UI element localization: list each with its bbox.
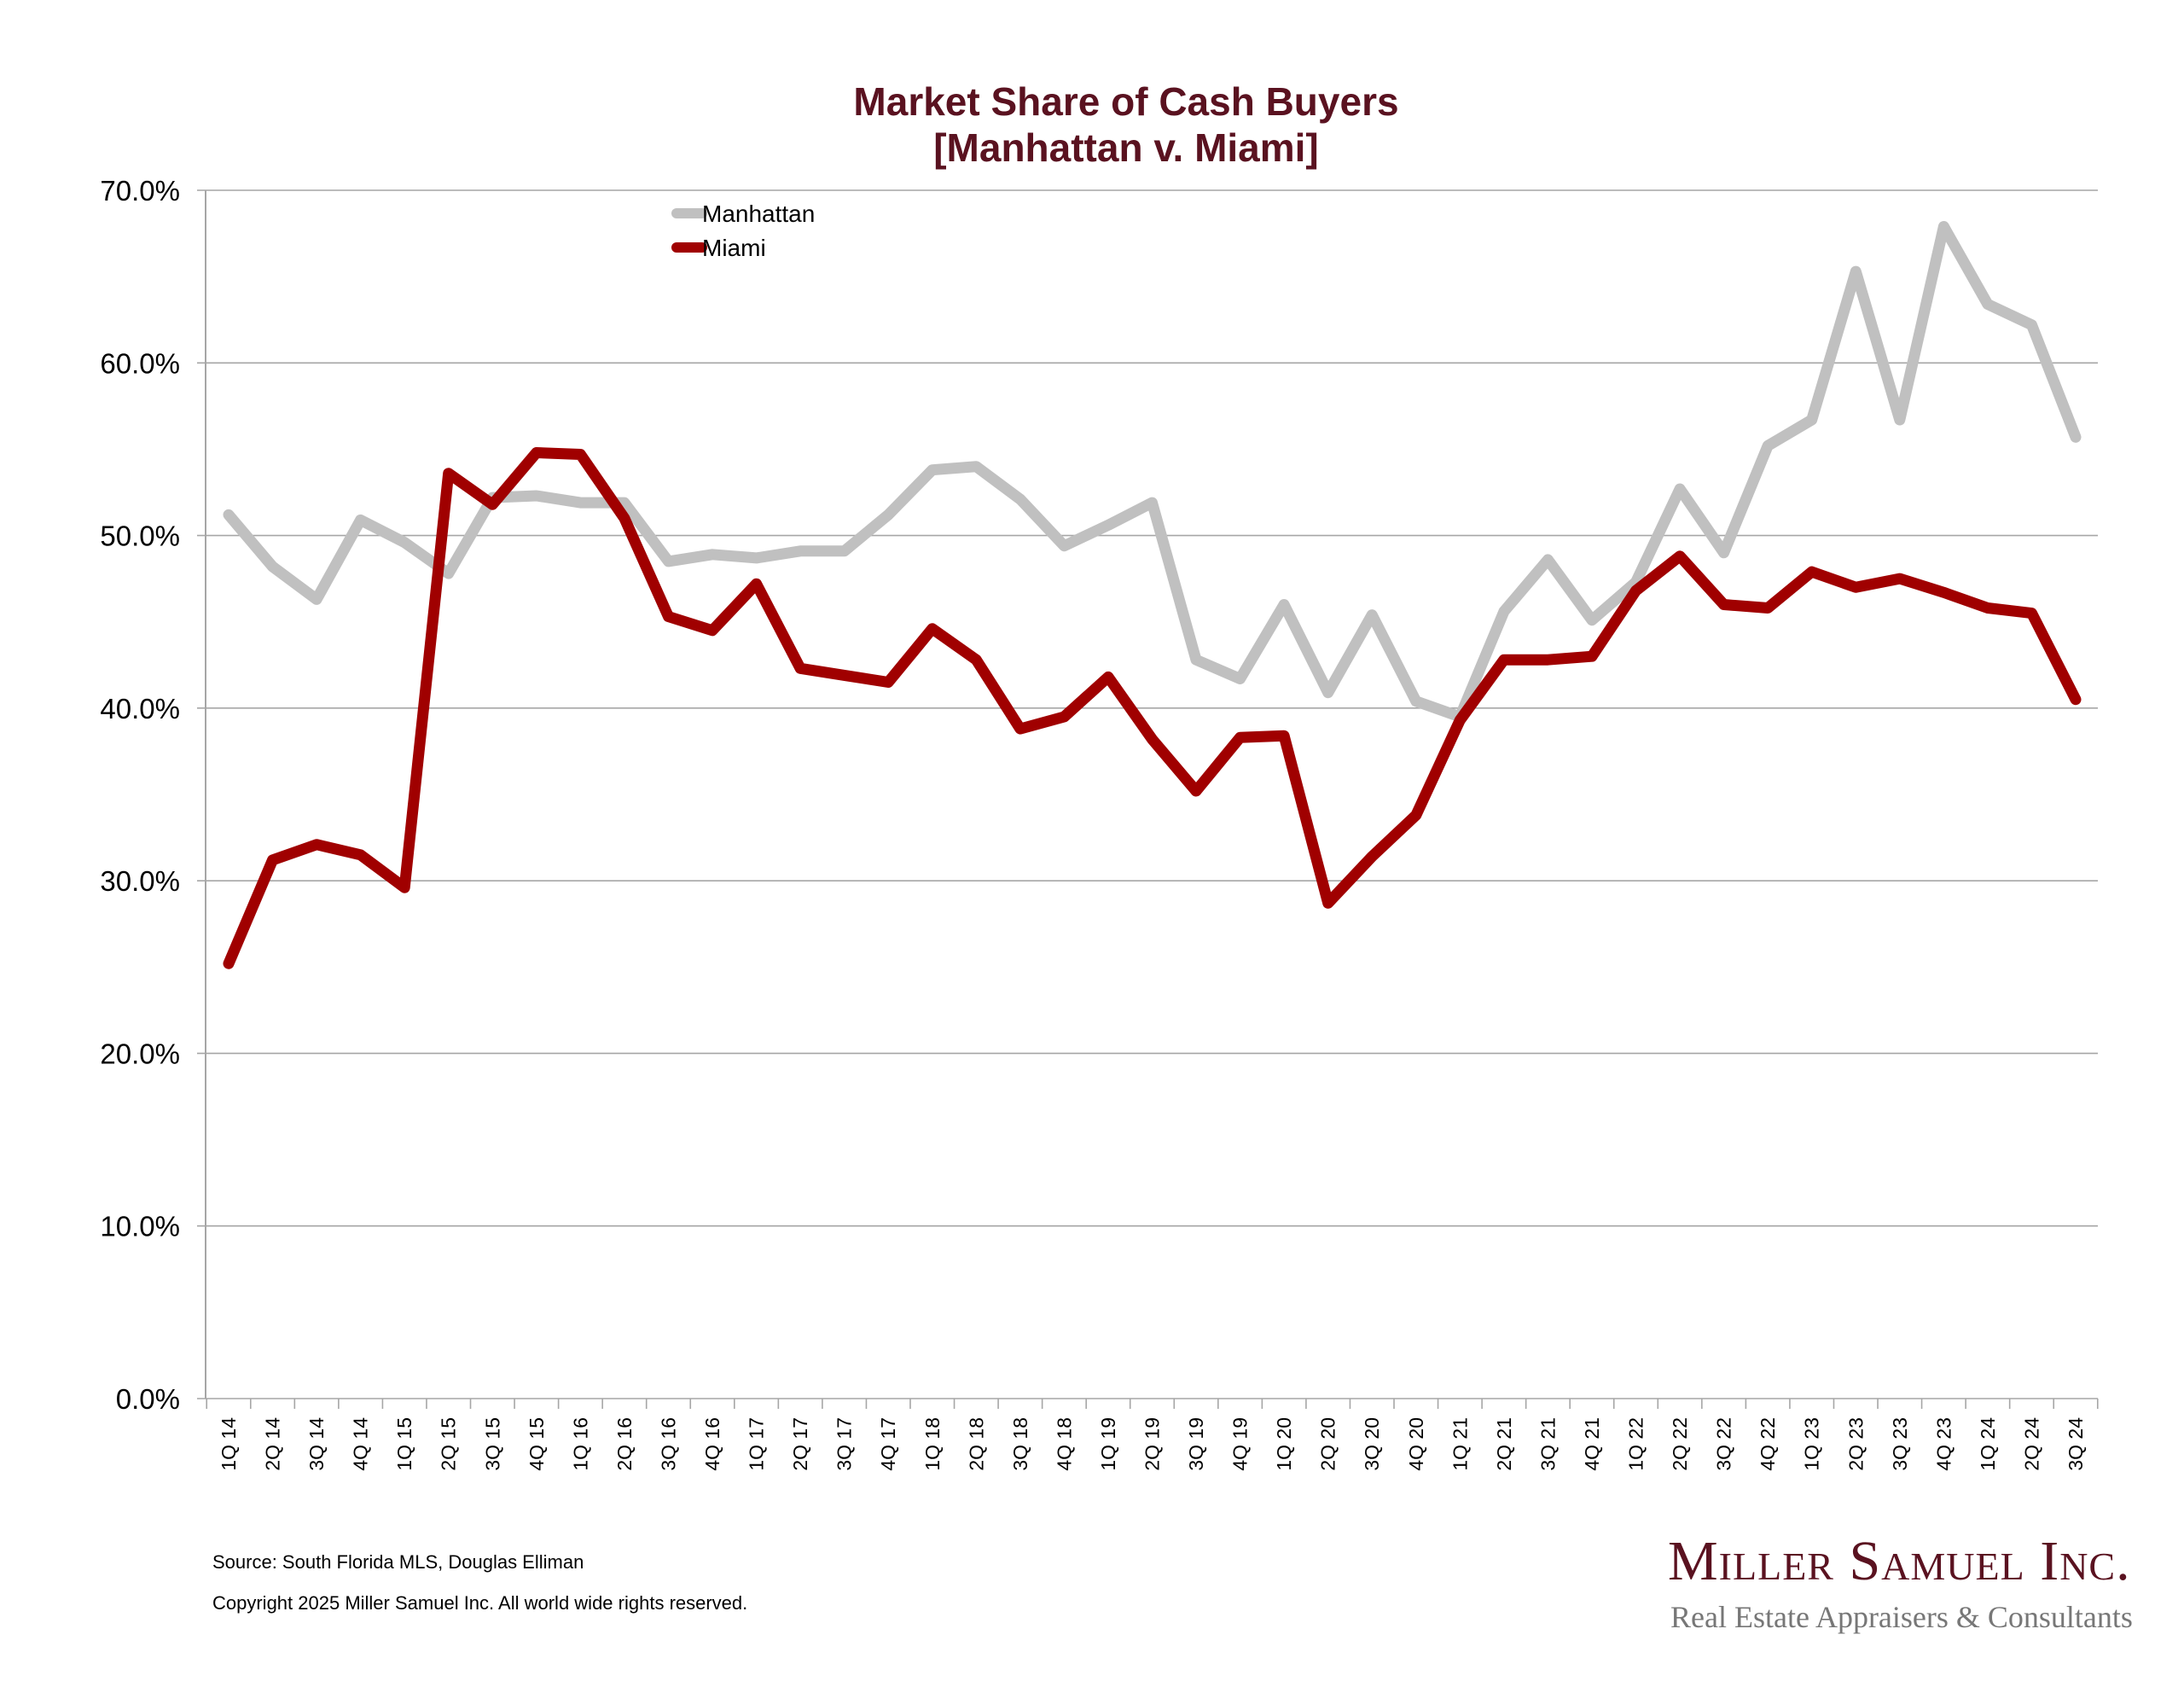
x-tick-label: 3Q 20 bbox=[1361, 1417, 1383, 1471]
x-tick-label: 2Q 17 bbox=[789, 1417, 811, 1471]
x-tick-label: 4Q 20 bbox=[1405, 1417, 1427, 1471]
y-tick-label: 70.0% bbox=[100, 175, 180, 207]
x-tick-label: 4Q 18 bbox=[1053, 1417, 1075, 1471]
x-tick-label: 3Q 15 bbox=[481, 1417, 503, 1471]
y-tick-label: 30.0% bbox=[100, 865, 180, 897]
x-tick-label: 1Q 22 bbox=[1625, 1417, 1647, 1471]
x-tick-label: 4Q 16 bbox=[701, 1417, 723, 1471]
x-tick-label: 4Q 23 bbox=[1932, 1417, 1955, 1471]
x-tick-label: 1Q 14 bbox=[218, 1417, 240, 1471]
x-tick-label: 4Q 14 bbox=[350, 1417, 372, 1471]
x-tick-label: 1Q 24 bbox=[1977, 1417, 1999, 1471]
series-line-manhattan bbox=[223, 221, 2082, 723]
x-tick-label: 2Q 14 bbox=[262, 1417, 284, 1471]
x-tick-label: 2Q 20 bbox=[1317, 1417, 1339, 1471]
x-tick-label: 4Q 19 bbox=[1229, 1417, 1252, 1471]
company-tagline: Real Estate Appraisers & Consultants bbox=[1670, 1600, 2133, 1634]
x-tick-label: 2Q 19 bbox=[1141, 1417, 1164, 1471]
x-tick-label: 1Q 21 bbox=[1449, 1417, 1471, 1471]
company-logo: Miller Samuel Inc. bbox=[1668, 1530, 2131, 1592]
x-tick-label: 1Q 17 bbox=[746, 1417, 768, 1471]
x-tick-label: 1Q 19 bbox=[1097, 1417, 1119, 1471]
source-note: Source: South Florida MLS, Douglas Ellim… bbox=[212, 1551, 584, 1573]
x-tick-label: 2Q 18 bbox=[965, 1417, 987, 1471]
y-tick-label: 40.0% bbox=[100, 693, 180, 724]
x-tick-label: 2Q 21 bbox=[1493, 1417, 1515, 1471]
x-tick-label: 2Q 22 bbox=[1669, 1417, 1691, 1471]
chart-subtitle: [Manhattan v. Miami] bbox=[933, 125, 1319, 170]
x-tick-label: 1Q 16 bbox=[569, 1417, 591, 1471]
chart-title-block: Market Share of Cash Buyers [Manhattan v… bbox=[0, 79, 2184, 171]
x-tick-label: 3Q 18 bbox=[1009, 1417, 1031, 1471]
x-tick-label: 1Q 15 bbox=[393, 1417, 415, 1471]
y-tick-label: 60.0% bbox=[100, 347, 180, 379]
x-tick-label: 3Q 14 bbox=[305, 1417, 328, 1471]
legend-label-manhattan: Manhattan bbox=[702, 201, 815, 227]
x-tick-label: 3Q 23 bbox=[1889, 1417, 1911, 1471]
x-tick-label: 4Q 17 bbox=[877, 1417, 899, 1471]
y-tick-label: 0.0% bbox=[116, 1383, 180, 1415]
y-tick-label: 20.0% bbox=[100, 1038, 180, 1069]
x-tick-label: 2Q 15 bbox=[438, 1417, 460, 1471]
y-axis: 0.0% 10.0% 20.0% 30.0% 40.0% 50.0% 60.0% 70.0% bbox=[100, 175, 206, 1415]
x-tick-label: 3Q 22 bbox=[1713, 1417, 1735, 1471]
x-tick-label: 1Q 23 bbox=[1801, 1417, 1823, 1471]
x-tick-label: 2Q 23 bbox=[1844, 1417, 1867, 1471]
x-tick-label: 4Q 15 bbox=[526, 1417, 548, 1471]
x-tick-label: 4Q 22 bbox=[1757, 1417, 1779, 1471]
x-tick-label: 4Q 21 bbox=[1581, 1417, 1603, 1471]
legend-label-miami: Miami bbox=[702, 235, 766, 261]
y-tick-label: 50.0% bbox=[100, 521, 180, 552]
x-tick-label: 3Q 17 bbox=[834, 1417, 856, 1471]
legend: Manhattan Miami bbox=[671, 201, 815, 261]
series-lines: 1Q 14: 51.2%2Q 14: 48.2%3Q 14: 46.3%4Q 1… bbox=[223, 221, 2082, 969]
x-tick-label: 2Q 24 bbox=[2020, 1417, 2042, 1471]
x-tick-label: 3Q 19 bbox=[1185, 1417, 1207, 1471]
x-tick-label: 2Q 16 bbox=[613, 1417, 636, 1471]
chart-title: Market Share of Cash Buyers bbox=[853, 79, 1399, 124]
copyright-note: Copyright 2025 Miller Samuel Inc. All wo… bbox=[212, 1592, 748, 1614]
x-tick-label: 3Q 16 bbox=[657, 1417, 679, 1471]
x-tick-label: 3Q 21 bbox=[1536, 1417, 1559, 1471]
x-tick-label: 3Q 24 bbox=[2065, 1417, 2087, 1471]
x-tick-label: 1Q 20 bbox=[1273, 1417, 1295, 1471]
y-tick-label: 10.0% bbox=[100, 1211, 180, 1242]
x-tick-label: 1Q 18 bbox=[921, 1417, 944, 1471]
x-axis: 1Q 14 2Q 14 3Q 14 4Q 14 1Q 15 2Q 15 3Q 15 4Q 15… bbox=[206, 1399, 2099, 1471]
gridlines bbox=[197, 189, 2098, 1399]
